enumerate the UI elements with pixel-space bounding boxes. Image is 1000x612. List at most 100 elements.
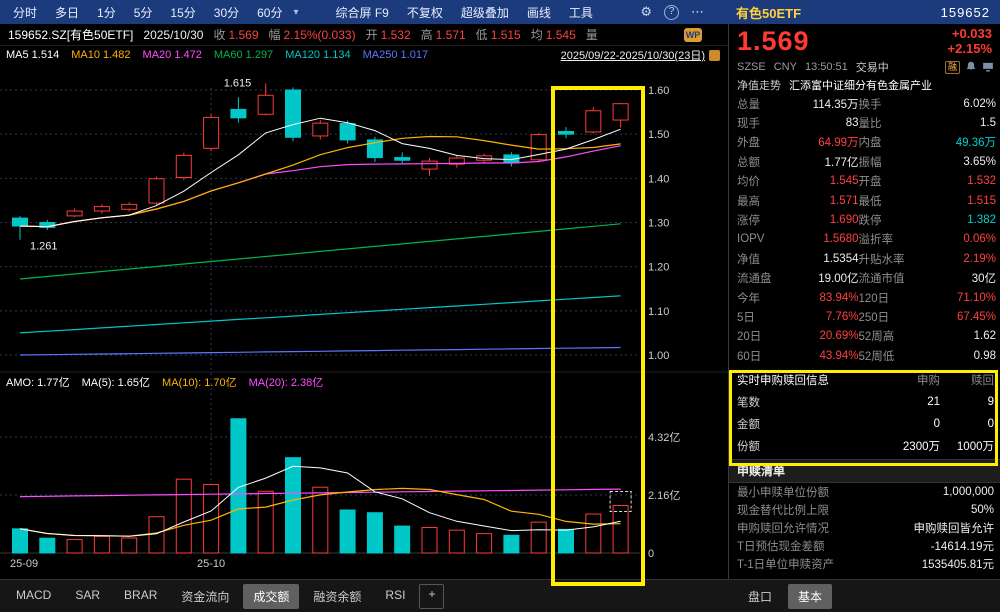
period-buttons: 分时 多日 1分 5分 15分 30分 60分 ▾	[0, 2, 301, 23]
volume-bar[interactable]	[339, 509, 356, 554]
candle[interactable]	[394, 157, 411, 161]
period-button[interactable]: 60分	[257, 5, 283, 20]
quote-panel: 1.569 +0.033 +2.15% SZSE CNY 13:50:51 交易…	[728, 24, 1000, 579]
quote-info-bar: 159652.SZ[有色50ETF] 2025/10/30 收 1.569 幅 2.1…	[0, 24, 728, 46]
add-indicator-button[interactable]: +	[419, 583, 445, 609]
candle[interactable]	[312, 122, 329, 137]
candle[interactable]	[558, 131, 574, 135]
volume-bar[interactable]	[66, 539, 83, 554]
indicator-tab-rsi[interactable]: RSI	[385, 587, 406, 602]
current-bar-marker	[609, 490, 632, 512]
volume-bar[interactable]	[394, 525, 411, 554]
volume-bar[interactable]	[175, 478, 192, 554]
indicator-tab-brar[interactable]: BRAR	[124, 587, 158, 602]
candle[interactable]	[121, 203, 138, 210]
volume-bar[interactable]	[312, 486, 329, 554]
volume-bar[interactable]	[12, 528, 28, 554]
indicator-tab-moneyflow[interactable]: 资金流向	[181, 589, 230, 604]
candle[interactable]	[175, 154, 192, 178]
volume-bar[interactable]	[39, 537, 56, 554]
volume-bar[interactable]	[230, 418, 247, 554]
stat-label: IOPV	[737, 233, 765, 246]
period-button[interactable]: 5分	[133, 5, 153, 20]
volume-bar[interactable]	[558, 528, 574, 554]
indicator-tab-margin[interactable]: 融资余额	[313, 589, 362, 604]
volume-bar[interactable]	[93, 535, 110, 554]
symbol-name[interactable]: 有色50ETF	[736, 5, 802, 21]
volume-bar[interactable]	[530, 521, 547, 554]
volume-bar[interactable]	[257, 490, 274, 554]
periods-dropdown-icon[interactable]: ▾	[293, 6, 299, 18]
candle[interactable]	[421, 160, 438, 170]
volume-bar[interactable]	[203, 484, 220, 554]
candle[interactable]	[448, 157, 465, 165]
fund-name[interactable]: 汇添富中证细分有色金属产业	[789, 80, 932, 92]
stat-label: 20日	[737, 331, 762, 344]
period-button[interactable]: 分时	[13, 5, 38, 20]
indicator-tab-amount[interactable]: 成交额	[243, 583, 300, 609]
stat-value: 67.45%	[956, 310, 996, 323]
period-button[interactable]: 30分	[213, 5, 240, 20]
help-icon[interactable]: ?	[664, 4, 679, 20]
stat-label: 量比	[858, 118, 882, 131]
price-annotation: 1.615	[224, 77, 252, 89]
wp-badge-icon[interactable]: WP	[684, 27, 702, 42]
margin-badge[interactable]: 融	[944, 60, 960, 74]
status-icons: 融	[944, 60, 994, 74]
period-button[interactable]: 15分	[170, 5, 196, 20]
toolbar-action-button[interactable]: 超级叠加	[460, 5, 509, 20]
redemption-label: T-1日单位申赎资产	[737, 559, 835, 572]
panel-tab-pankou[interactable]: 盘口	[748, 589, 773, 604]
volume-bar[interactable]	[448, 529, 465, 554]
date-range-link[interactable]: 2025/09/22-2025/10/30(23日)	[561, 47, 720, 63]
candle[interactable]	[230, 108, 247, 119]
redemption-row: 现金替代比例上限 50%	[729, 501, 1000, 519]
stats-row: 总额 1.77亿 振幅 3.65%	[729, 152, 1000, 171]
period-button[interactable]: 1分	[97, 5, 116, 20]
candle[interactable]	[66, 210, 83, 217]
candle[interactable]	[203, 116, 220, 149]
volume-bar[interactable]	[503, 534, 520, 554]
volume-bar[interactable]	[121, 537, 138, 554]
candle[interactable]	[339, 123, 356, 141]
stat-value: 83	[845, 117, 859, 130]
volume-bar[interactable]	[585, 513, 602, 554]
candle[interactable]	[93, 206, 110, 212]
monitor-icon[interactable]	[982, 61, 994, 73]
indicator-tab-macd[interactable]: MACD	[16, 587, 52, 602]
volume-bar[interactable]	[285, 457, 301, 554]
stats-row: 最高 1.571 最低 1.515	[729, 191, 1000, 210]
redemption-value: 50%	[970, 504, 994, 517]
calendar-icon[interactable]	[709, 49, 720, 61]
stat-label: 开盘	[858, 176, 882, 189]
candle[interactable]	[612, 103, 629, 121]
toolbar-action-button[interactable]: 综合屏 F9	[335, 5, 389, 20]
candle[interactable]	[148, 178, 165, 204]
candle[interactable]	[585, 110, 602, 133]
alert-bell-icon[interactable]	[965, 61, 977, 73]
toolbar-action-button[interactable]: 不复权	[406, 5, 443, 20]
volume-bar[interactable]	[366, 512, 383, 554]
nav-trend-link[interactable]: 净值走势	[737, 80, 781, 92]
indicator-tab-sar[interactable]: SAR	[75, 587, 101, 602]
instrument-label[interactable]: 159652.SZ[有色50ETF]	[8, 28, 134, 42]
kline-chart[interactable]: 1.60 1.50 1.40 1.30 1.20 1.10 1.00 4.32亿 2.16亿 0 1…	[0, 64, 728, 578]
period-button[interactable]: 多日	[55, 5, 80, 20]
candle[interactable]	[257, 94, 274, 115]
toolbar-action-button[interactable]: 画线	[526, 5, 551, 20]
more-icon[interactable]: ⋯	[691, 4, 704, 19]
volume-bar[interactable]	[476, 533, 493, 554]
candle[interactable]	[366, 139, 383, 159]
toolbar-action-button[interactable]: 工具	[568, 5, 593, 20]
quote-status-row: SZSE CNY 13:50:51 交易中 融	[729, 58, 1000, 76]
stat-value: 43.94%	[819, 349, 859, 362]
candle[interactable]	[285, 89, 301, 138]
candle[interactable]	[12, 217, 28, 227]
volume-bar[interactable]	[421, 526, 438, 554]
candle[interactable]	[530, 134, 547, 161]
stat-label: 升贴水率	[858, 253, 905, 266]
volume-bar[interactable]	[612, 504, 629, 554]
settings-gear-icon[interactable]: ⚙	[640, 4, 652, 19]
panel-tab-basic[interactable]: 基本	[788, 583, 833, 609]
volume-bar[interactable]	[148, 516, 165, 554]
